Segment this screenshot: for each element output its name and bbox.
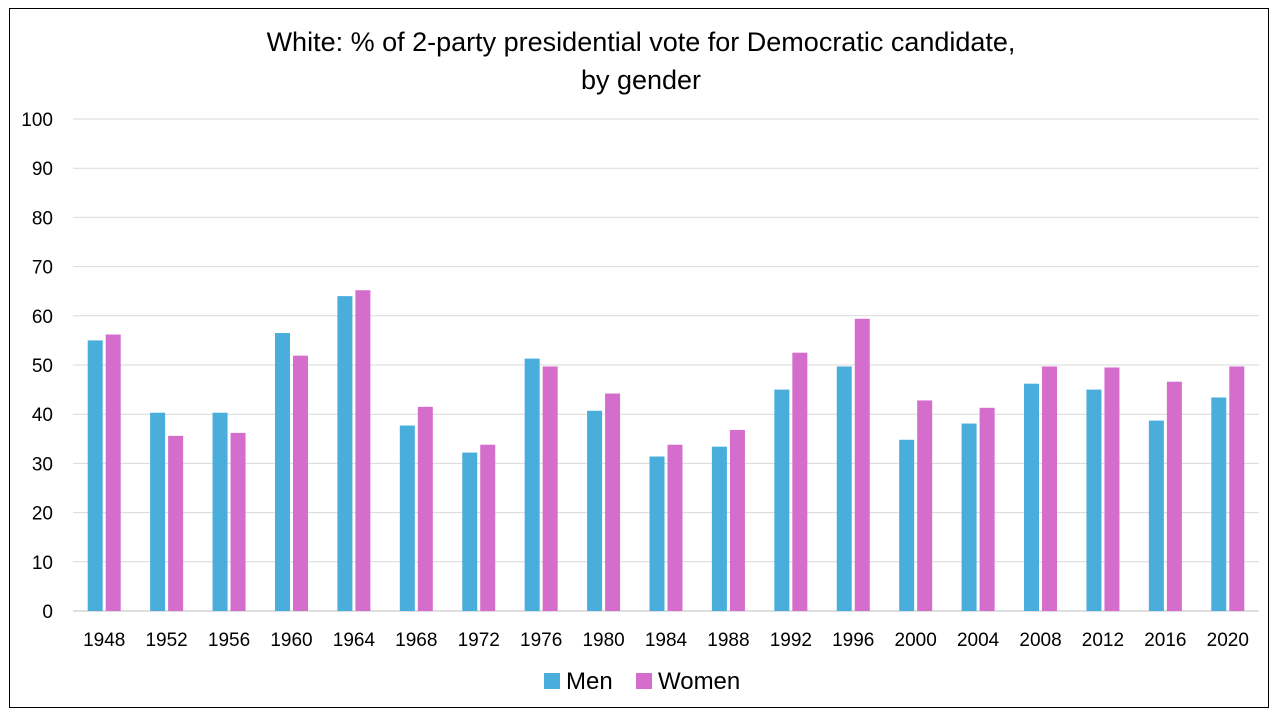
bar-women-1952 <box>168 435 184 611</box>
y-tick-label-100: 100 <box>21 110 53 131</box>
y-tick-label-10: 10 <box>32 553 53 574</box>
bar-men-2020 <box>1211 397 1227 611</box>
bar-women-1976 <box>542 366 558 611</box>
bar-women-1948 <box>105 334 121 611</box>
bar-men-1948 <box>87 340 103 611</box>
y-tick-label-50: 50 <box>32 356 53 377</box>
bar-men-1952 <box>150 412 166 611</box>
x-tick-label-1968: 1968 <box>395 630 437 651</box>
x-tick-label-1980: 1980 <box>582 630 624 651</box>
bar-women-1968 <box>417 406 433 611</box>
chart-title: White: % of 2-party presidential vote fo… <box>267 27 1016 95</box>
y-tick-label-70: 70 <box>32 258 53 279</box>
x-tick-label-1948: 1948 <box>83 630 125 651</box>
x-tick-label-1956: 1956 <box>208 630 250 651</box>
x-tick-label-2012: 2012 <box>1082 630 1124 651</box>
bar-women-2012 <box>1104 367 1120 611</box>
x-tick-label-2008: 2008 <box>1019 630 1061 651</box>
y-tick-label-40: 40 <box>32 405 53 426</box>
bar-women-2020 <box>1229 366 1245 611</box>
y-tick-label-80: 80 <box>32 208 53 229</box>
chart-title-line-1: White: % of 2-party presidential vote fo… <box>267 27 1016 57</box>
bar-men-2012 <box>1086 389 1102 611</box>
x-axis-tick-labels: 1948 1952 1956 1960 1964 1968 1972 1976 1980 1984… <box>83 630 1249 651</box>
x-tick-label-1964: 1964 <box>333 630 376 651</box>
legend-label-men: Men <box>566 668 613 695</box>
bar-men-1968 <box>399 425 415 611</box>
x-tick-label-2020: 2020 <box>1207 630 1249 651</box>
bar-men-1964 <box>337 296 353 611</box>
x-tick-label-1984: 1984 <box>645 630 688 651</box>
x-tick-label-1992: 1992 <box>770 630 812 651</box>
bar-women-1972 <box>480 444 496 611</box>
bars <box>87 290 1245 611</box>
bar-women-2016 <box>1166 381 1182 611</box>
bar-men-1960 <box>274 333 290 611</box>
bar-women-1956 <box>230 432 246 611</box>
bar-chart: White: % of 2-party presidential vote fo… <box>21 27 1259 695</box>
legend-swatch-men <box>544 673 560 689</box>
bar-men-1972 <box>462 452 478 611</box>
x-tick-label-1996: 1996 <box>832 630 874 651</box>
bar-men-1980 <box>587 410 603 611</box>
bar-women-1988 <box>729 429 745 611</box>
bar-men-1988 <box>711 446 727 611</box>
x-tick-label-2004: 2004 <box>957 630 1000 651</box>
x-tick-label-1988: 1988 <box>707 630 749 651</box>
bar-women-1984 <box>667 444 683 611</box>
y-tick-label-0: 0 <box>42 602 53 623</box>
bar-men-2008 <box>1024 383 1040 611</box>
bar-men-1956 <box>212 412 228 611</box>
y-tick-label-20: 20 <box>32 504 53 525</box>
y-tick-label-60: 60 <box>32 307 53 328</box>
bar-men-1976 <box>524 358 540 611</box>
bar-women-1980 <box>605 393 621 611</box>
bar-women-1964 <box>355 290 371 611</box>
legend-label-women: Women <box>658 668 740 695</box>
bar-men-1992 <box>774 389 790 611</box>
bar-men-2000 <box>899 439 915 611</box>
x-tick-label-2000: 2000 <box>895 630 937 651</box>
legend: Men Women <box>544 668 740 695</box>
y-tick-label-30: 30 <box>32 454 53 475</box>
y-axis-tick-labels: 0 10 20 30 40 50 60 70 80 90 100 <box>21 110 53 623</box>
chart-frame: White: % of 2-party presidential vote fo… <box>9 8 1269 708</box>
bar-men-1984 <box>649 456 665 611</box>
bar-women-1992 <box>792 352 808 611</box>
x-tick-label-2016: 2016 <box>1144 630 1186 651</box>
bar-women-2000 <box>917 400 933 611</box>
x-tick-label-1972: 1972 <box>458 630 500 651</box>
chart-title-line-2: by gender <box>581 65 701 95</box>
bar-women-2008 <box>1042 366 1058 611</box>
x-tick-label-1976: 1976 <box>520 630 562 651</box>
bar-women-2004 <box>979 407 995 611</box>
legend-swatch-women <box>636 673 652 689</box>
bar-men-2016 <box>1148 420 1164 611</box>
y-tick-label-90: 90 <box>32 159 53 180</box>
x-tick-label-1960: 1960 <box>270 630 312 651</box>
bar-women-1996 <box>854 318 870 611</box>
bar-men-2004 <box>961 423 977 611</box>
bar-women-1960 <box>292 355 308 611</box>
gridlines <box>73 118 1259 612</box>
x-tick-label-1952: 1952 <box>145 630 187 651</box>
bar-men-1996 <box>836 366 852 611</box>
